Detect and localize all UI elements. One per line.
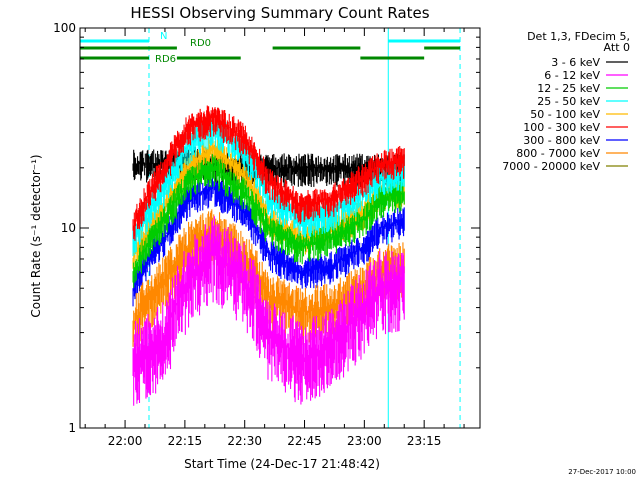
x-tick-label-3: 22:45: [287, 434, 322, 448]
y-tick-label-1: 10: [61, 221, 76, 235]
legend-label-0: 3 - 6 keV: [551, 56, 600, 69]
footer-timestamp: 27-Dec-2017 10:00: [568, 468, 636, 476]
axes-layer: 22:00 22:15 22:30 22:45 23:00 23:15 1 10 100: [53, 21, 480, 448]
flag-bar-label-1: RD0: [190, 38, 211, 49]
legend-label-4: 50 - 100 keV: [530, 108, 600, 121]
plot-layer: N RD0 RD6: [79, 28, 461, 428]
x-tick-label-0: 22:00: [108, 434, 143, 448]
x-axis-label: Start Time (24-Dec-17 21:48:42): [184, 457, 380, 471]
legend-title-line-1: Det 1,3, FDecim 5,: [527, 30, 630, 43]
flag-bar-label-0: N: [160, 31, 167, 42]
series-2-trace: [132, 154, 405, 288]
x-tick-label-2: 22:30: [227, 434, 262, 448]
y-tick-label-0: 1: [68, 421, 76, 435]
y-tick-label-2: 100: [53, 21, 76, 35]
x-tick-label-4: 23:00: [347, 434, 382, 448]
x-tick-label-5: 23:15: [407, 434, 442, 448]
legend-label-2: 12 - 25 keV: [537, 82, 600, 95]
legend-title-line-2: Att 0: [604, 41, 630, 54]
y-axis-label: Count Rate (s⁻¹ detector⁻¹): [29, 154, 43, 317]
x-tick-label-1: 22:15: [168, 434, 203, 448]
series-6-trace: [132, 173, 405, 307]
legend-label-7: 800 - 7000 keV: [516, 147, 600, 160]
legend-label-8: 7000 - 20000 keV: [502, 160, 600, 173]
legend-label-3: 25 - 50 keV: [537, 95, 600, 108]
series-1-trace: [132, 216, 405, 406]
legend-label-6: 300 - 800 keV: [523, 134, 600, 147]
chart-title: HESSI Observing Summary Count Rates: [130, 4, 429, 22]
flag-bar-label-2: RD6: [155, 54, 176, 65]
legend-label-5: 100 - 300 keV: [523, 121, 600, 134]
legend-label-1: 6 - 12 keV: [544, 69, 600, 82]
series-5-trace: [132, 105, 405, 241]
